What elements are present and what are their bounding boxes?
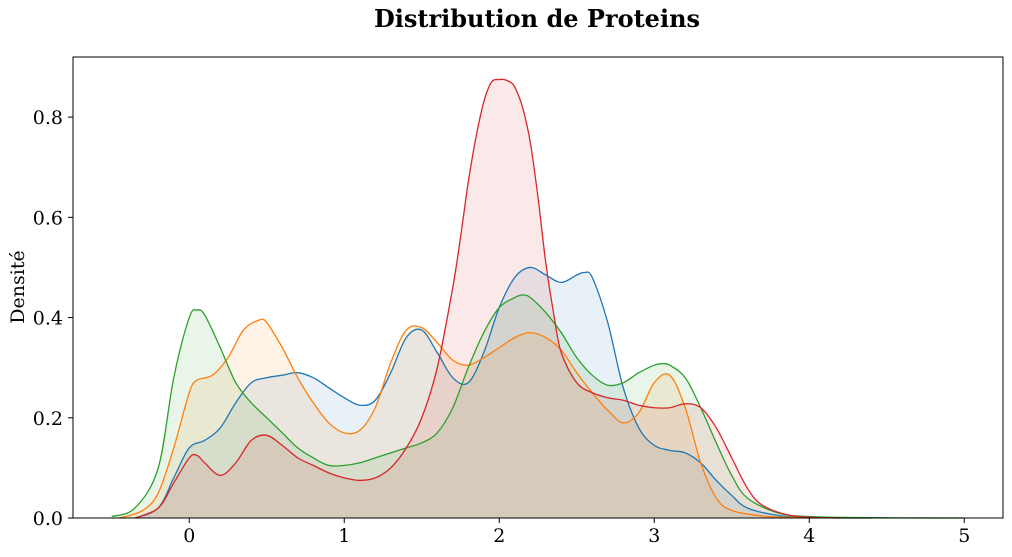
- series-2-fill: [119, 319, 856, 518]
- y-tick-label: 0.6: [33, 207, 63, 229]
- x-tick-label: 2: [493, 525, 505, 547]
- y-tick-label: 0.0: [33, 508, 63, 530]
- y-tick-label: 0.4: [33, 308, 63, 330]
- series-4-line: [134, 78, 841, 519]
- series-3-fill: [111, 294, 965, 518]
- series-1-line: [134, 266, 872, 519]
- x-tick-label: 1: [338, 525, 350, 547]
- x-tick-label: 5: [958, 525, 970, 547]
- series-layer: [111, 78, 965, 519]
- x-tick-label: 3: [648, 525, 660, 547]
- x-tick-label: 0: [183, 525, 195, 547]
- x-tick-label: 4: [803, 525, 815, 547]
- y-tick-label: 0.2: [33, 408, 63, 430]
- series-2-line: [119, 318, 856, 519]
- series-1-fill: [135, 267, 872, 518]
- chart-title: Distribution de Proteins: [374, 4, 700, 33]
- y-axis-label: Densité: [7, 250, 29, 323]
- x-axis: 0 1 2 3 4 5: [183, 518, 970, 547]
- plot-frame: [72, 56, 1004, 519]
- y-tick-label: 0.8: [33, 107, 63, 129]
- y-axis: 0.0 0.2 0.4 0.6 0.8: [33, 107, 73, 530]
